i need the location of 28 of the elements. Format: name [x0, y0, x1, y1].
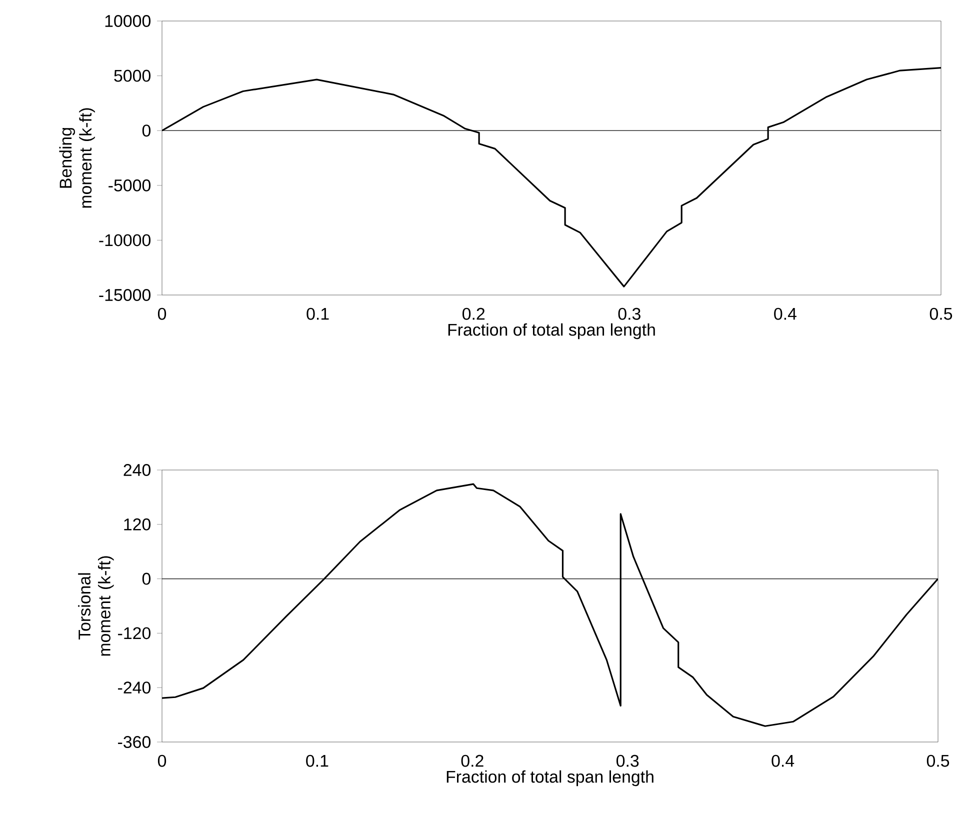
x-tick-label: 0.5 — [930, 308, 952, 320]
x-axis-title: Fraction of total span length — [448, 323, 655, 340]
y-tick-label: -15000 — [99, 289, 150, 302]
y-tick-label: 10000 — [105, 15, 150, 28]
y-tick-label: 0 — [142, 124, 151, 137]
x-tick-label: 0.2 — [461, 754, 484, 767]
y-tick-label: -240 — [118, 682, 151, 694]
x-tick-label: 0.3 — [616, 754, 639, 767]
x-tick-label: 0.5 — [926, 754, 950, 767]
x-axis-title: Fraction of total span length — [446, 770, 654, 786]
x-tick-label: 0.1 — [306, 308, 329, 320]
x-tick-label: 0 — [158, 754, 166, 767]
y-axis-title: Bending moment (k-ft) — [59, 108, 95, 208]
x-tick-label: 0.3 — [618, 308, 640, 320]
y-tick-label: -10000 — [99, 234, 150, 246]
y-tick-label: 0 — [142, 572, 151, 585]
y-tick-label: 120 — [124, 518, 151, 530]
x-tick-label: 0 — [158, 308, 166, 320]
y-axis-title: Torsional moment (k-ft) — [78, 556, 114, 656]
x-tick-label: 0.1 — [306, 754, 328, 767]
x-tick-label: 0.4 — [774, 308, 796, 320]
x-tick-label: 0.2 — [462, 308, 485, 320]
y-tick-label: -360 — [118, 736, 151, 748]
y-tick-label: -120 — [118, 627, 151, 640]
x-tick-label: 0.4 — [772, 754, 794, 767]
y-tick-label: 5000 — [114, 70, 150, 82]
y-tick-label: -5000 — [108, 179, 150, 192]
y-tick-label: 240 — [124, 464, 151, 476]
